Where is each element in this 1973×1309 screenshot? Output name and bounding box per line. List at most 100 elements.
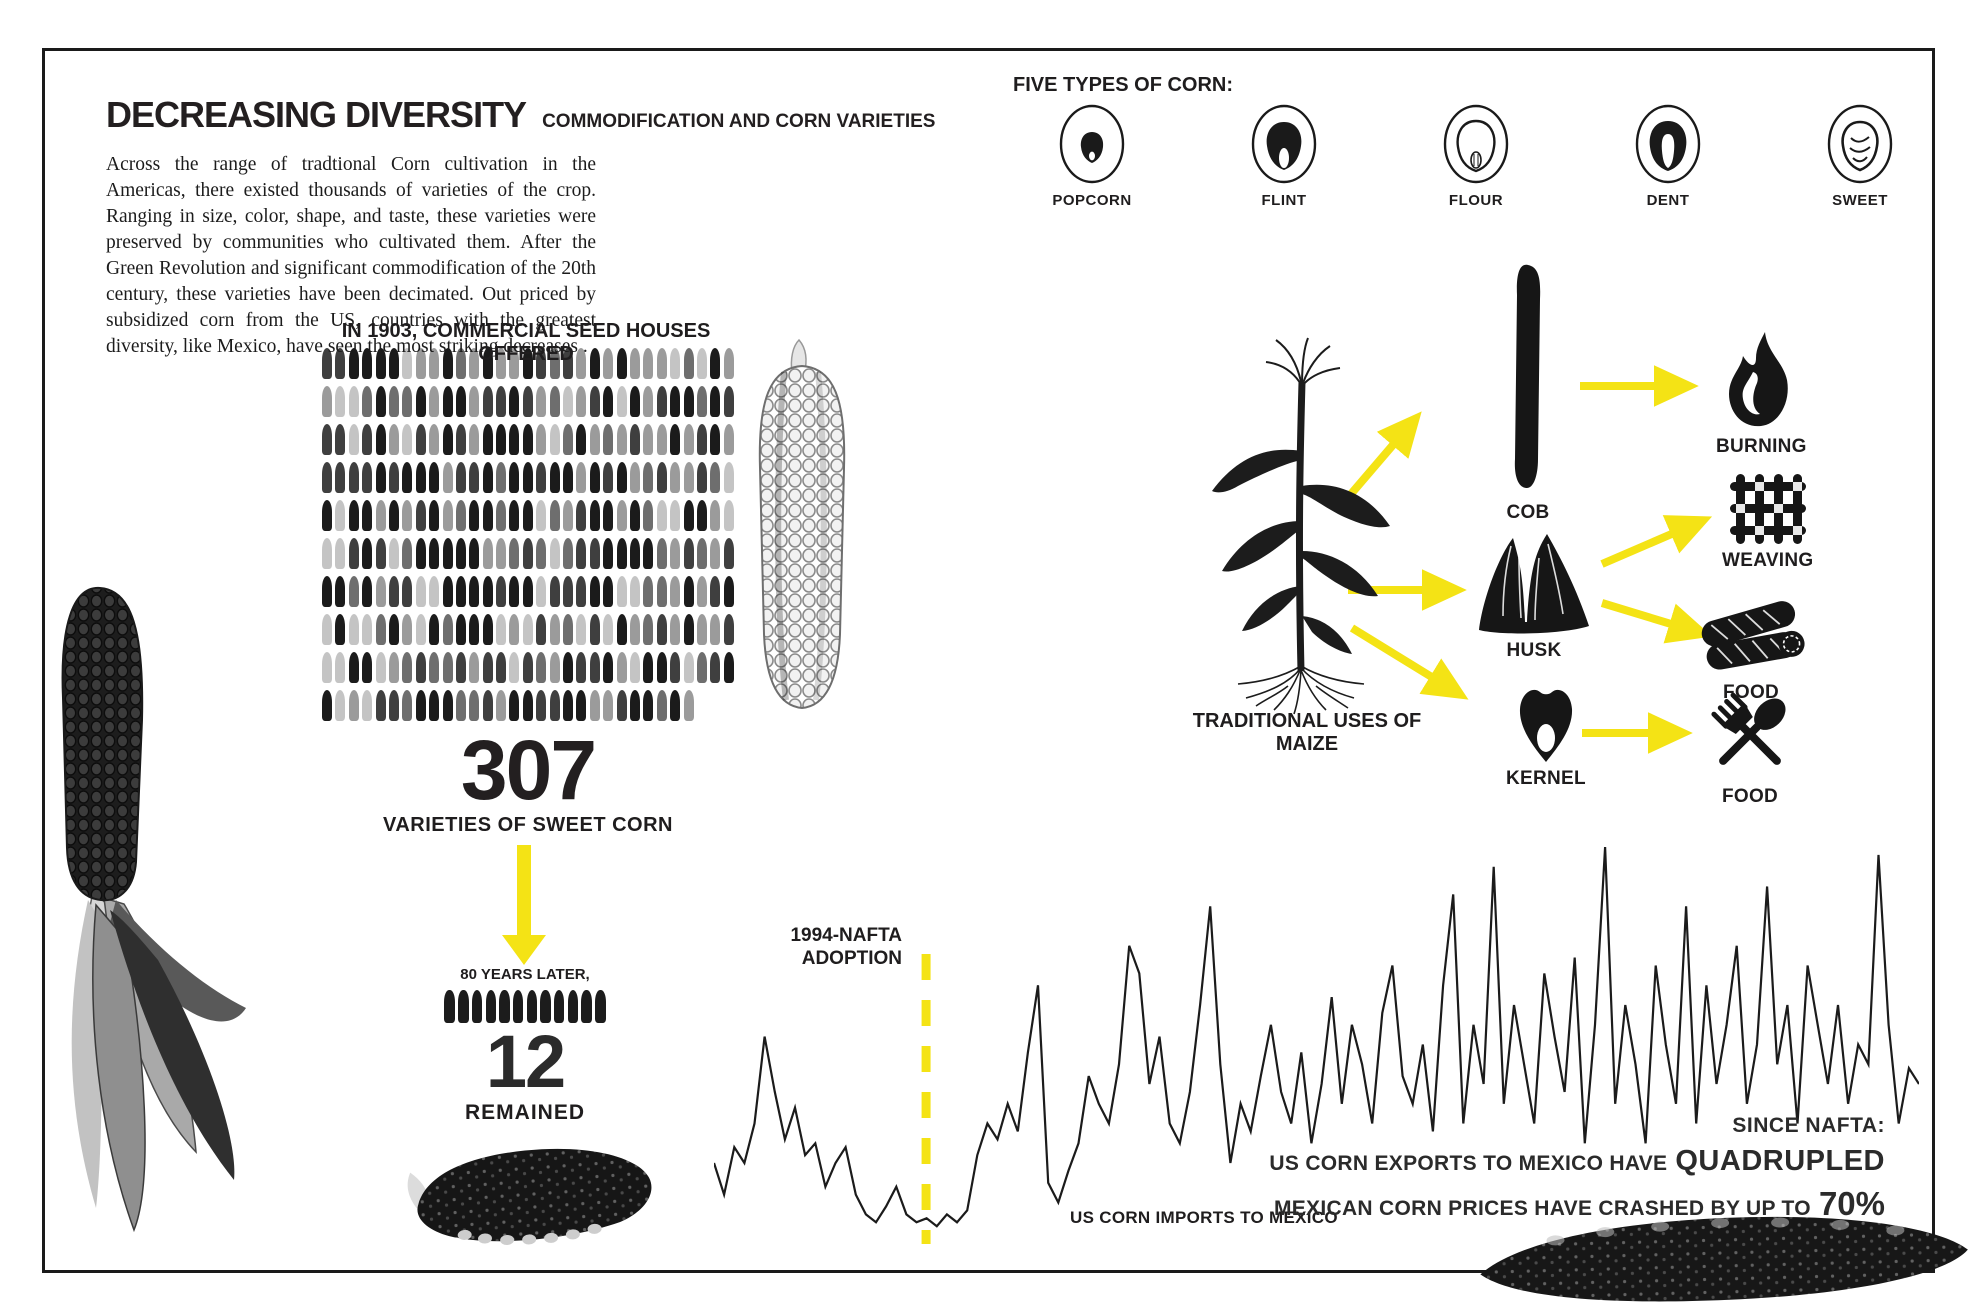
intro-paragraph: Across the range of tradtional Corn cult… <box>106 154 596 357</box>
variety-kernel <box>429 614 440 645</box>
variety-kernel <box>388 348 399 379</box>
corn-type-label: POPCORN <box>1052 192 1132 209</box>
variety-kernel <box>589 462 600 493</box>
variety-kernel <box>603 576 614 607</box>
imports-line-chart <box>714 846 1919 1244</box>
variety-kernel <box>643 576 654 607</box>
variety-kernel <box>509 576 520 607</box>
variety-kernel <box>482 614 493 645</box>
variety-kernel <box>656 424 667 455</box>
variety-kernel <box>322 386 332 417</box>
variety-kernel <box>322 348 332 379</box>
variety-kernel <box>536 462 547 493</box>
variety-kernel <box>576 614 587 645</box>
variety-kernel <box>375 690 386 721</box>
variety-kernel <box>509 348 520 379</box>
variety-kernel <box>603 348 614 379</box>
variety-kernel <box>482 690 493 721</box>
variety-kernel <box>429 348 440 379</box>
variety-kernel <box>509 462 520 493</box>
corn-type-popcorn: POPCORN <box>1022 104 1162 209</box>
variety-kernel <box>723 576 734 607</box>
variety-kernel <box>536 348 547 379</box>
variety-kernel <box>469 576 480 607</box>
variety-kernel <box>322 462 332 493</box>
variety-kernel <box>723 538 734 569</box>
remaining-kernel <box>458 990 469 1023</box>
variety-kernel <box>496 386 507 417</box>
variety-kernel <box>348 576 359 607</box>
variety-kernel <box>576 386 587 417</box>
variety-kernel <box>589 348 600 379</box>
variety-kernel <box>710 348 721 379</box>
variety-kernel <box>643 348 654 379</box>
variety-kernel <box>496 462 507 493</box>
variety-kernel <box>629 424 640 455</box>
variety-kernel <box>496 652 507 683</box>
variety-kernel <box>616 538 627 569</box>
eighty-years-label: 80 YEARS LATER, <box>460 966 590 983</box>
eighty-years-block: 80 YEARS LATER, 12 REMAINED <box>420 966 630 1125</box>
variety-kernel <box>563 652 574 683</box>
variety-kernel <box>388 690 399 721</box>
variety-kernel <box>388 386 399 417</box>
variety-kernel <box>603 652 614 683</box>
variety-kernel <box>415 386 426 417</box>
variety-kernel <box>656 652 667 683</box>
variety-kernel <box>603 538 614 569</box>
part-label: KERNEL <box>1506 768 1586 789</box>
variety-kernel <box>348 386 359 417</box>
variety-kernel <box>455 462 466 493</box>
variety-kernel <box>402 348 413 379</box>
variety-kernel <box>696 652 707 683</box>
variety-kernel <box>643 386 654 417</box>
variety-kernel <box>496 690 507 721</box>
page-subtitle: COMMODIFICATION AND CORN VARIETIES <box>542 111 936 132</box>
remaining-kernel <box>499 990 510 1023</box>
variety-kernel <box>643 690 654 721</box>
variety-kernel <box>563 538 574 569</box>
variety-kernel <box>482 348 493 379</box>
variety-kernel <box>723 424 734 455</box>
variety-kernel <box>656 614 667 645</box>
remaining-kernel <box>567 990 579 1023</box>
variety-kernel <box>683 576 694 607</box>
variety-kernel <box>522 386 533 417</box>
variety-kernel <box>415 348 426 379</box>
variety-kernel <box>563 614 574 645</box>
variety-kernel <box>522 424 533 455</box>
variety-kernel <box>455 538 466 569</box>
variety-kernel <box>482 386 493 417</box>
variety-kernel <box>522 690 533 721</box>
kernel-icon <box>1519 689 1573 762</box>
variety-kernel <box>402 614 413 645</box>
use-label: BURNING <box>1716 436 1807 457</box>
variety-kernel <box>670 500 681 531</box>
flour-kernel-icon <box>1443 104 1509 184</box>
variety-kernel <box>375 500 386 531</box>
variety-kernel <box>415 538 426 569</box>
variety-kernel <box>482 538 493 569</box>
variety-kernel <box>322 690 332 721</box>
variety-kernel <box>696 500 707 531</box>
corn-type-flour: FLOUR <box>1406 104 1546 209</box>
variety-kernel <box>362 348 373 379</box>
traditional-uses-diagram: TRADITIONAL USES OF MAIZE COB HUSK K <box>1170 258 1870 828</box>
variety-kernel <box>402 386 413 417</box>
variety-kernel <box>576 538 587 569</box>
food-tamales-icon <box>1701 601 1805 670</box>
variety-kernel <box>723 386 734 417</box>
use-burning: BURNING <box>1716 332 1807 458</box>
variety-kernel <box>683 386 694 417</box>
variety-kernel <box>375 424 386 455</box>
variety-kernel <box>402 424 413 455</box>
variety-kernel <box>549 386 560 417</box>
since-nafta-stats: SINCE NAFTA: US CORN EXPORTS TO MEXICO H… <box>1269 1114 1885 1223</box>
variety-kernel <box>348 652 359 683</box>
variety-kernel <box>696 424 707 455</box>
variety-kernel <box>415 424 426 455</box>
variety-kernel <box>348 424 359 455</box>
variety-kernel <box>455 348 466 379</box>
variety-kernel <box>375 576 386 607</box>
